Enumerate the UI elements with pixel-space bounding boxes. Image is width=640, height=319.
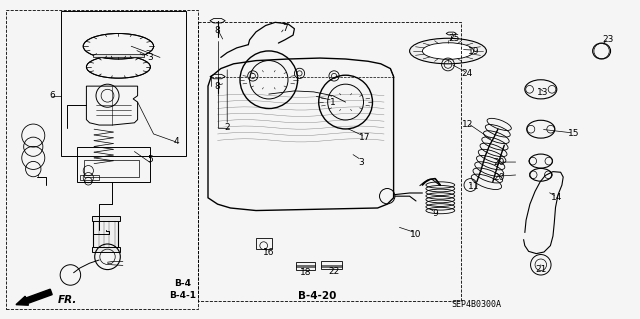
Text: 13: 13 <box>537 88 548 97</box>
Bar <box>61 11 186 156</box>
Bar <box>6 10 198 309</box>
Bar <box>321 261 342 269</box>
Text: 24: 24 <box>461 69 473 78</box>
Bar <box>296 262 315 270</box>
FancyArrow shape <box>16 289 52 305</box>
Text: 17: 17 <box>359 133 371 142</box>
Text: 16: 16 <box>263 248 275 256</box>
Text: 3: 3 <box>148 53 153 62</box>
Text: 11: 11 <box>468 182 479 191</box>
Bar <box>84 160 139 177</box>
Text: 10: 10 <box>410 230 422 239</box>
Text: 9: 9 <box>433 209 438 218</box>
Text: 7: 7 <box>282 24 287 33</box>
Text: 15: 15 <box>568 130 579 138</box>
Text: 8: 8 <box>215 82 220 91</box>
Text: FR.: FR. <box>58 295 77 305</box>
Text: 22: 22 <box>328 267 340 276</box>
Text: 18: 18 <box>300 268 311 277</box>
Text: 23: 23 <box>602 35 614 44</box>
Text: 25: 25 <box>449 34 460 43</box>
Text: B-4-1: B-4-1 <box>169 291 196 300</box>
Text: 3: 3 <box>359 158 364 167</box>
Text: B-4-20: B-4-20 <box>298 291 336 301</box>
Ellipse shape <box>422 43 474 59</box>
Text: 20: 20 <box>493 173 505 182</box>
Bar <box>77 147 150 182</box>
Text: 19: 19 <box>468 47 479 56</box>
Text: 1: 1 <box>330 98 335 107</box>
Ellipse shape <box>410 38 486 64</box>
Text: 6: 6 <box>50 91 55 100</box>
Text: 8: 8 <box>215 26 220 35</box>
Text: 4: 4 <box>173 137 179 146</box>
Text: 21: 21 <box>535 265 547 274</box>
Bar <box>93 54 144 57</box>
Text: 2: 2 <box>225 123 230 132</box>
Bar <box>93 220 118 250</box>
Bar <box>80 175 99 180</box>
Bar <box>92 216 120 221</box>
Bar <box>256 238 272 249</box>
Text: 20: 20 <box>493 158 505 167</box>
Bar <box>92 247 120 252</box>
Text: SEP4B0300A: SEP4B0300A <box>452 300 502 309</box>
Text: B-4: B-4 <box>174 279 191 288</box>
Text: 5: 5 <box>148 155 153 164</box>
Text: 12: 12 <box>461 120 473 129</box>
Text: 14: 14 <box>551 193 563 202</box>
